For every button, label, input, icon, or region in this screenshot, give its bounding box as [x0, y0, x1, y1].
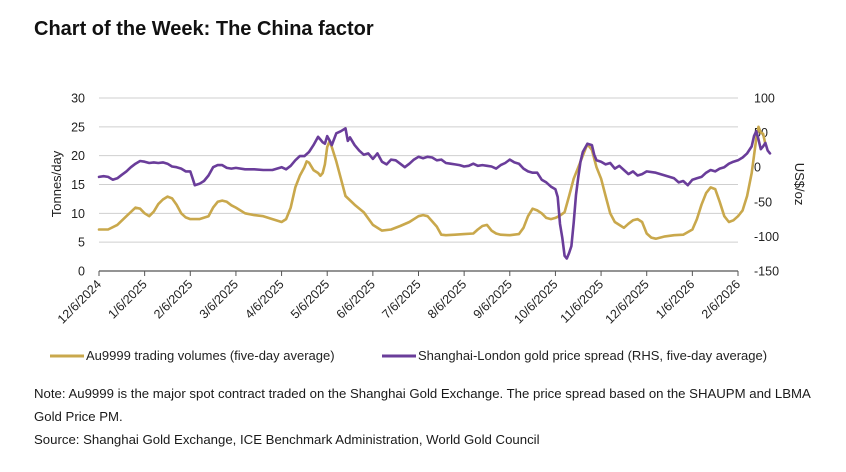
x-axis-ticks: 12/6/2024 1/6/2025 2/6/2025 3/6/2025 4/6/202… [55, 271, 743, 326]
x-tick-label: 12/6/2025 [603, 277, 652, 326]
x-tick-label: 1/6/2026 [653, 277, 697, 321]
series-line-au9999-volumes [97, 125, 767, 240]
source-text: Source: Shanghai Gold Exchange, ICE Benc… [34, 432, 540, 447]
left-tick-label: 0 [78, 265, 85, 279]
note-text: Note: Au9999 is the major spot contract … [34, 386, 811, 424]
left-axis-label: Tonnes/day [49, 150, 64, 217]
left-tick-label: 5 [78, 236, 85, 250]
right-tick-label: 0 [754, 161, 761, 175]
x-tick-label: 3/6/2025 [197, 277, 241, 321]
x-tick-label: 7/6/2025 [379, 277, 423, 321]
chart-title: Chart of the Week: The China factor [34, 18, 374, 40]
chart-notes: Note: Au9999 is the major spot contract … [34, 382, 824, 451]
x-tick-label: 11/6/2025 [558, 277, 607, 326]
left-tick-label: 25 [71, 120, 85, 134]
right-tick-label: -100 [754, 230, 779, 244]
left-tick-label: 10 [71, 207, 85, 221]
legend-label: Au9999 trading volumes (five-day average… [86, 348, 335, 363]
x-tick-label: 12/6/2024 [55, 277, 104, 326]
legend-label: Shanghai-London gold price spread (RHS, … [418, 348, 767, 363]
x-tick-label: 4/6/2025 [242, 277, 286, 321]
left-axis-ticks: 0 5 10 15 20 25 30 [71, 92, 85, 279]
left-tick-label: 20 [71, 149, 85, 163]
legend: Au9999 trading volumes (five-day average… [50, 348, 767, 363]
series-line-price-spread [97, 127, 772, 260]
x-tick-label: 2/6/2026 [699, 277, 743, 321]
x-tick-label: 6/6/2025 [334, 277, 378, 321]
right-tick-label: 100 [754, 92, 775, 106]
x-tick-label: 5/6/2025 [288, 277, 332, 321]
right-tick-label: -50 [754, 195, 772, 209]
right-axis-label: US$/oz [792, 163, 807, 206]
left-tick-label: 15 [71, 178, 85, 192]
x-tick-label: 1/6/2025 [105, 277, 149, 321]
x-tick-label: 10/6/2025 [511, 277, 560, 326]
x-tick-label: 9/6/2025 [471, 277, 515, 321]
series-lines [97, 125, 772, 260]
x-tick-label: 8/6/2025 [425, 277, 469, 321]
left-tick-label: 30 [71, 92, 85, 106]
x-tick-label: 2/6/2025 [151, 277, 195, 321]
right-tick-label: -150 [754, 265, 779, 279]
